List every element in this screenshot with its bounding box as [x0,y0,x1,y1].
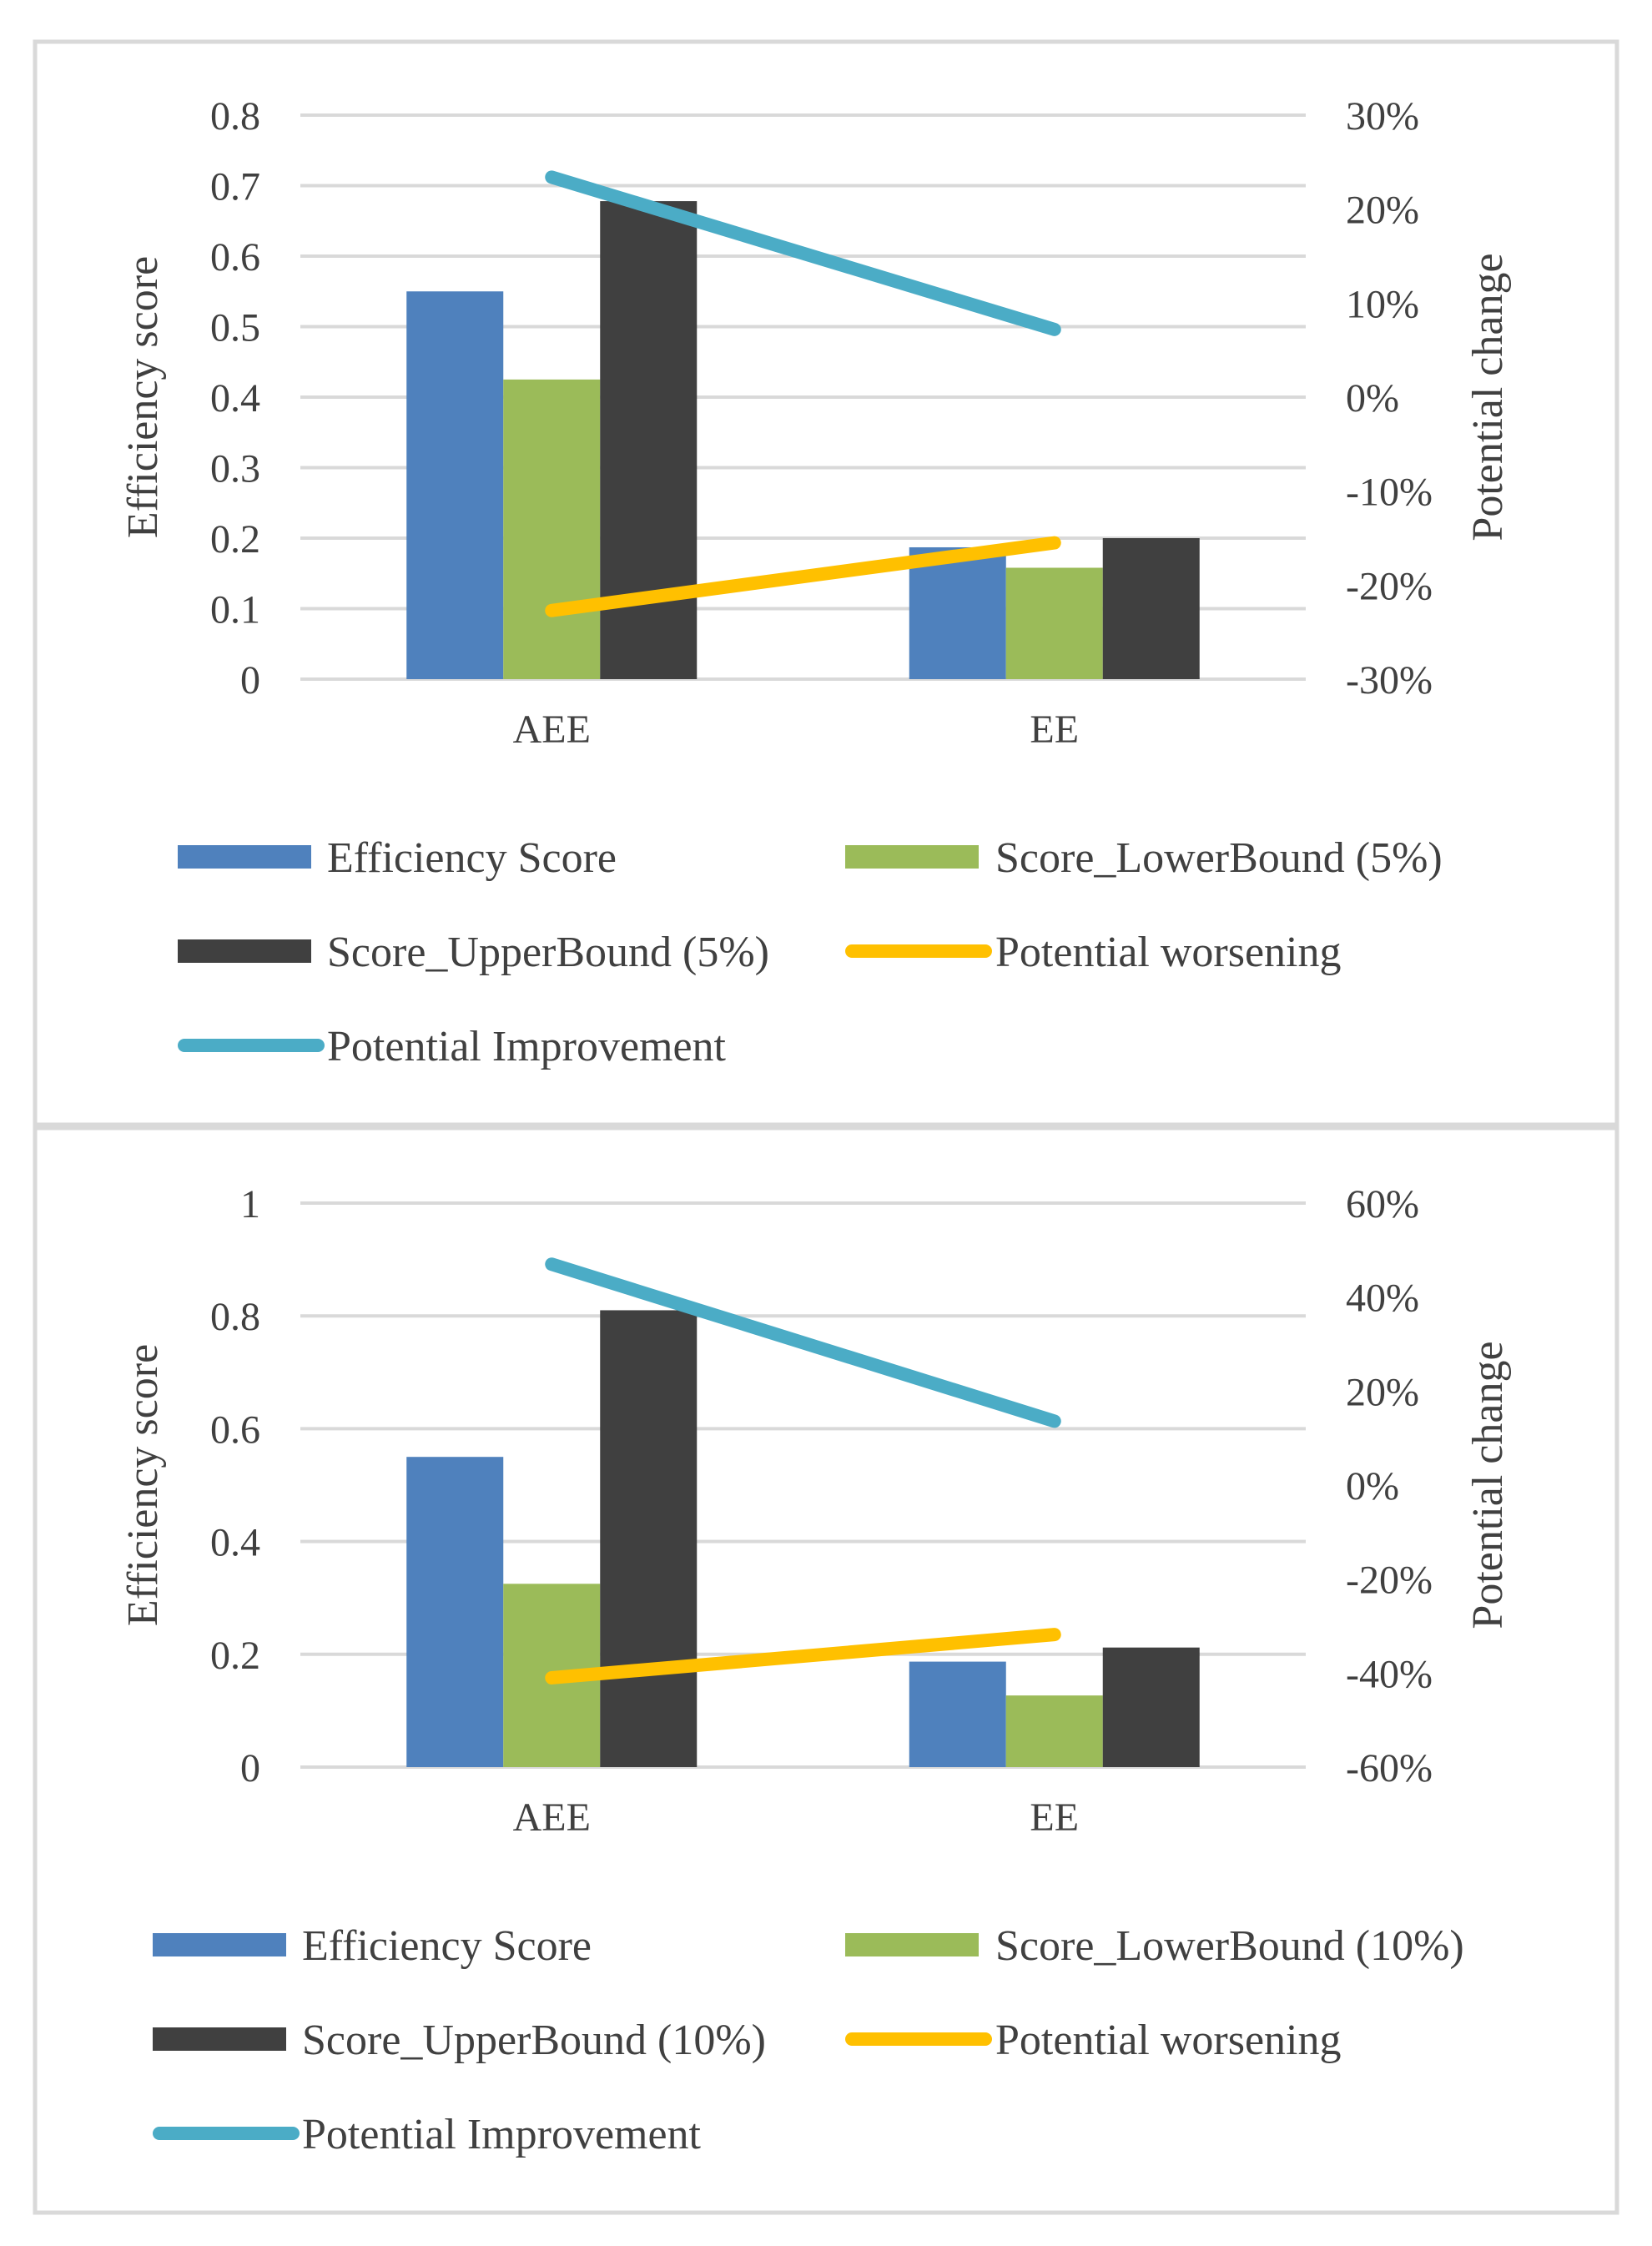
y-tick-label: 0.5 [210,306,260,350]
legend-label: Efficiency Score [302,1922,592,1970]
y-tick-label: 0.4 [210,376,260,420]
legend-label: Potential worsening [995,2017,1342,2064]
legend-item-score-lowerbound-10: Score_LowerBound (10%) [845,1922,1464,1970]
y-tick-label: 0.2 [210,1634,260,1678]
y2-tick-label: 20% [1346,1370,1419,1414]
legend-label: Potential Improvement [302,2111,702,2158]
legend-swatch [845,1933,979,1956]
y2-tick-label: -60% [1346,1746,1433,1790]
bar-efficiency-score-aee [406,291,504,679]
legend-item-score-upperbound-10: Score_UpperBound (10%) [153,2017,766,2064]
legend-item-potential-worsening: Potential worsening [845,2017,1342,2064]
legend: Efficiency Score Score_LowerBound (5%) Sco… [178,834,1443,1070]
bar-efficiency-score-ee [909,1661,1006,1767]
legend-swatch [153,1933,286,1956]
y-tick-label: 0.2 [210,517,260,562]
legend-item-efficiency-score: Efficiency Score [178,834,617,882]
y2-tick-label: 0% [1346,1464,1399,1508]
bar-efficiency-score-aee [406,1457,504,1767]
legend-item-efficiency-score: Efficiency Score [153,1922,592,1970]
legend-label: Score_UpperBound (5%) [327,929,769,976]
line-potential-worsening [545,1628,1061,1684]
legend-item-score-upperbound-5: Score_UpperBound (5%) [178,929,769,976]
y-tick-label: 0.8 [210,1295,260,1339]
y2-tick-label: 30% [1346,94,1419,138]
y2-tick-label: -20% [1346,564,1433,608]
y2-tick-label: -10% [1346,471,1433,515]
bar-score-upperbound-10-aee [600,1310,698,1767]
y2-axis-title: Potential change [1464,253,1512,541]
y2-tick-label: 20% [1346,189,1419,233]
legend-item-potential-worsening: Potential worsening [845,929,1342,976]
legend-swatch [178,939,311,963]
y-tick-label: 0.7 [210,165,260,209]
y2-axis-title: Potential change [1464,1341,1512,1629]
bar-score-upperbound-10-ee [1102,1647,1200,1767]
y-tick-label: 0.6 [210,235,260,279]
bar-efficiency-score-ee [909,546,1006,679]
y2-tick-label: 10% [1346,282,1419,326]
y-tick-label: 0.6 [210,1408,260,1452]
legend: Efficiency Score Score_LowerBound (10%) Sc… [153,1922,1464,2158]
bar-score-lowerbound-5-ee [1005,567,1103,679]
bar-score-upperbound-5-ee [1102,538,1200,679]
legend-label: Score_UpperBound (10%) [302,2017,766,2064]
y-axis-title: Efficiency score [119,1344,167,1626]
legend-label: Potential Improvement [327,1023,727,1070]
y-tick-label: 0 [240,658,260,703]
x-tick-label: AEE [513,1795,591,1840]
y-tick-label: 0.3 [210,447,260,491]
legend-label: Potential worsening [995,929,1342,976]
legend-item-potential-improvement: Potential Improvement [153,2111,702,2158]
y-tick-label: 0.8 [210,94,260,138]
y2-tick-label: 40% [1346,1277,1419,1321]
legend-item-potential-improvement: Potential Improvement [178,1023,727,1070]
legend-label: Score_LowerBound (10%) [995,1922,1464,1970]
legend-swatch [178,845,311,869]
y2-tick-label: -30% [1346,658,1433,703]
chart-panel-bottom: 0 0.2 0.4 0.6 0.8 1 -60% -40% -20% 0% 20% 40% 60% Eff… [33,1126,1619,2215]
chart-border [33,1126,1619,2215]
y-tick-label: 1 [240,1182,260,1226]
x-tick-label: EE [1030,708,1079,752]
y2-tick-label: 60% [1346,1182,1419,1226]
y-tick-label: 0 [240,1746,260,1790]
y2-tick-label: -40% [1346,1652,1433,1696]
line-potential-improvement [545,1257,1061,1428]
bar-score-lowerbound-10-ee [1005,1695,1103,1767]
line-potential-improvement [545,170,1061,336]
line-potential-worsening [545,536,1061,617]
legend-item-score-lowerbound-5: Score_LowerBound (5%) [845,834,1443,882]
y-tick-label: 0.1 [210,588,260,632]
chart-border [33,39,1619,1127]
y2-tick-label: 0% [1346,376,1399,420]
legend-swatch [153,2027,286,2051]
legend-label: Efficiency Score [327,834,617,882]
legend-swatch [845,845,979,869]
x-tick-label: AEE [513,708,591,752]
x-tick-label: EE [1030,1795,1079,1840]
legend-label: Score_LowerBound (5%) [995,834,1443,882]
y-axis-title: Efficiency score [119,256,167,538]
chart-panel-top: 0 0.1 0.2 0.3 0.4 0.5 0.6 0.7 0.8 -30% -20% -10% 0% 1… [33,39,1619,1127]
y2-tick-label: -20% [1346,1559,1433,1603]
y-tick-label: 0.4 [210,1521,260,1565]
bar-score-lowerbound-5-aee [503,379,601,679]
